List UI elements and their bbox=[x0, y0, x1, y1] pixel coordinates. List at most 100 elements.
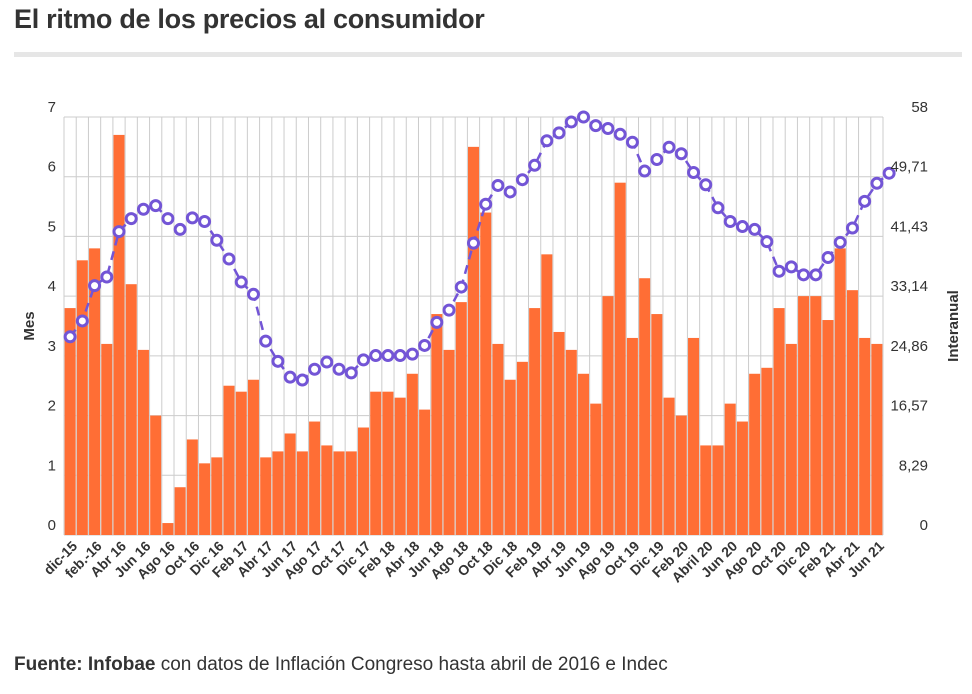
bar bbox=[223, 385, 235, 535]
line-point bbox=[833, 235, 847, 249]
bar bbox=[211, 457, 223, 535]
line-point bbox=[784, 260, 798, 274]
right-tick-label: 33,14 bbox=[890, 278, 928, 295]
bar bbox=[663, 397, 675, 535]
y2-axis-title: Interanual bbox=[945, 290, 962, 362]
line-point bbox=[699, 178, 713, 192]
line-point bbox=[809, 268, 823, 282]
bar bbox=[810, 296, 822, 535]
line-point bbox=[332, 362, 346, 376]
line-point bbox=[687, 165, 701, 179]
bar bbox=[113, 134, 125, 535]
bar bbox=[651, 314, 663, 535]
line-point bbox=[320, 355, 334, 369]
line-point bbox=[173, 222, 187, 236]
bar bbox=[724, 403, 736, 535]
line-point bbox=[503, 185, 517, 199]
line-point bbox=[283, 370, 297, 384]
left-tick-label: 5 bbox=[48, 218, 56, 235]
line-point bbox=[418, 338, 432, 352]
line-point bbox=[149, 199, 163, 213]
bar bbox=[785, 343, 797, 535]
bar bbox=[382, 391, 394, 535]
bar bbox=[235, 391, 247, 535]
line-point bbox=[870, 176, 884, 190]
line-point bbox=[246, 287, 260, 301]
line-point bbox=[674, 147, 688, 161]
line-point bbox=[772, 264, 786, 278]
bar bbox=[321, 445, 333, 535]
line-point bbox=[381, 349, 395, 363]
line-point bbox=[528, 158, 542, 172]
bar bbox=[260, 457, 272, 535]
line-point bbox=[308, 362, 322, 376]
bar bbox=[333, 451, 345, 535]
line-point bbox=[638, 164, 652, 178]
line-point bbox=[430, 315, 444, 329]
left-tick-label: 1 bbox=[48, 457, 56, 474]
bar bbox=[529, 308, 541, 535]
bar bbox=[174, 487, 186, 535]
line-point bbox=[735, 220, 749, 234]
line-point bbox=[540, 134, 554, 148]
bar bbox=[480, 212, 492, 536]
right-tick-label: 58 bbox=[911, 99, 928, 116]
left-tick-label: 7 bbox=[48, 99, 56, 116]
line-point bbox=[124, 212, 138, 226]
bar bbox=[455, 302, 467, 535]
line-point bbox=[491, 178, 505, 192]
bar bbox=[700, 445, 712, 535]
line-point bbox=[564, 115, 578, 129]
line-point bbox=[234, 275, 248, 289]
line-point bbox=[454, 280, 468, 294]
line-point bbox=[210, 233, 224, 247]
bar bbox=[443, 349, 455, 535]
left-tick-label: 3 bbox=[48, 338, 56, 355]
line-point bbox=[88, 279, 102, 293]
line-point bbox=[259, 334, 273, 348]
line-point bbox=[369, 349, 383, 363]
bar bbox=[688, 337, 700, 535]
right-tick-label: 49,71 bbox=[890, 159, 928, 176]
bar bbox=[419, 409, 431, 535]
line-point bbox=[858, 194, 872, 208]
line-point bbox=[662, 140, 676, 154]
line-point bbox=[75, 314, 89, 328]
right-tick-label: 16,57 bbox=[890, 398, 928, 415]
bar bbox=[370, 391, 382, 535]
bar bbox=[284, 433, 296, 535]
line-point bbox=[100, 270, 114, 284]
bar bbox=[626, 337, 638, 535]
left-tick-label: 4 bbox=[48, 278, 56, 295]
bar bbox=[822, 320, 834, 535]
bar bbox=[309, 421, 321, 535]
line-point bbox=[821, 251, 835, 265]
bar bbox=[431, 314, 443, 535]
bar bbox=[639, 278, 651, 535]
line-point bbox=[479, 197, 493, 211]
line-point bbox=[882, 166, 896, 180]
line-point bbox=[552, 126, 566, 140]
bar bbox=[137, 349, 149, 535]
line-point bbox=[442, 303, 456, 317]
line-point bbox=[797, 268, 811, 282]
line-point bbox=[344, 366, 358, 380]
line-point bbox=[161, 212, 175, 226]
bar bbox=[578, 373, 590, 535]
bar bbox=[602, 296, 614, 535]
line-point bbox=[613, 127, 627, 141]
bar bbox=[199, 463, 211, 535]
source-note: Fuente: Infobae con datos de Inflación C… bbox=[14, 654, 668, 676]
line-point bbox=[271, 354, 285, 368]
bar bbox=[749, 373, 761, 535]
right-tick-label: 0 bbox=[920, 517, 928, 534]
bar bbox=[504, 379, 516, 535]
title-divider bbox=[14, 52, 962, 57]
source-prefix: Fuente: bbox=[14, 654, 83, 675]
bar bbox=[871, 343, 883, 535]
bar bbox=[736, 421, 748, 535]
line-point bbox=[650, 153, 664, 167]
line-point bbox=[723, 215, 737, 228]
line-point bbox=[845, 221, 859, 235]
bar bbox=[492, 343, 504, 535]
